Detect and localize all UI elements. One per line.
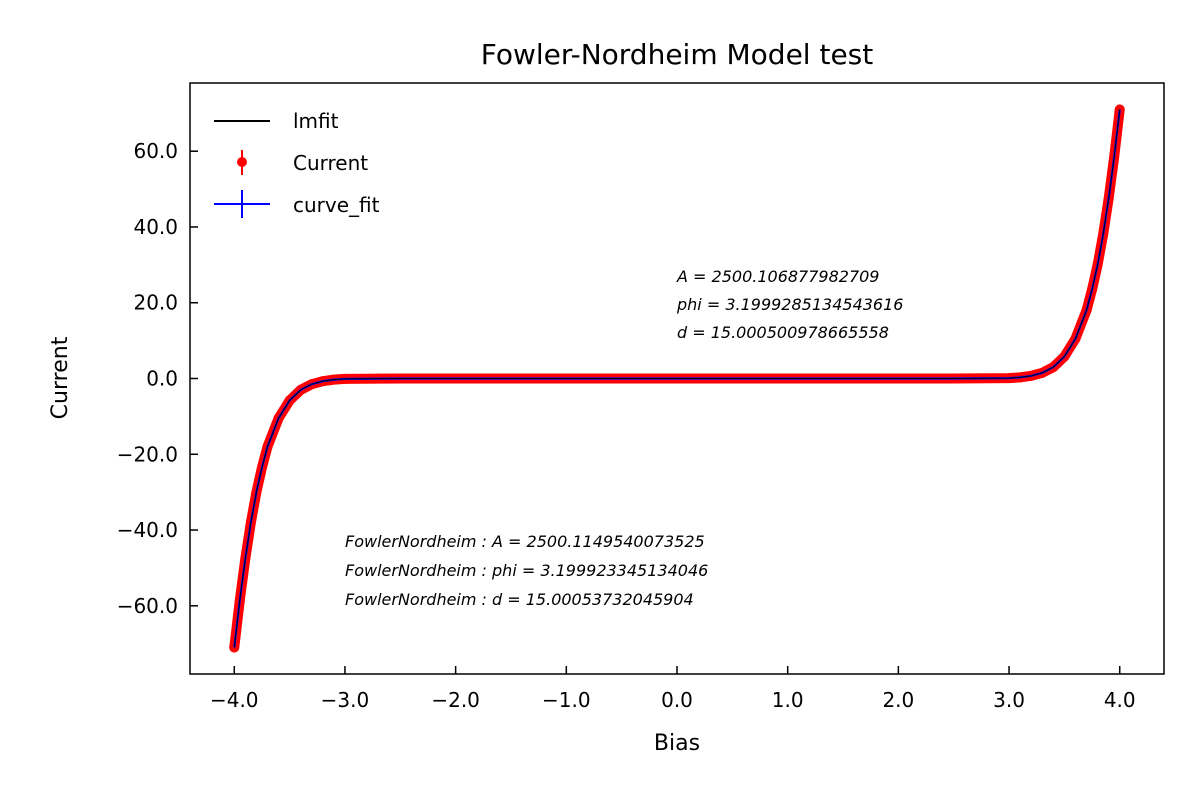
legend-current-marker (237, 157, 247, 167)
legend-current-label: Current (293, 151, 368, 175)
annotation-lmfit-d: d = 15.000500978665558 (677, 323, 889, 342)
y-tick-label: 20.0 (133, 291, 178, 315)
legend: lmfit Current curve_fit (214, 109, 380, 218)
x-tick-label: −3.0 (321, 688, 370, 712)
x-tick-label: −2.0 (431, 688, 480, 712)
series-lmfit-line (233, 109, 1121, 648)
x-tick-label: 4.0 (1104, 688, 1136, 712)
ticks-group: −4.0 −3.0 −2.0 −1.0 0.0 1.0 2.0 3.0 4.0 −60.0 −40.… (117, 139, 1136, 712)
annotation-curve-fit-d: FowlerNordheim : d = 15.00053732045904 (345, 590, 694, 609)
annotation-curve-fit-a: FowlerNordheim : A = 2500.1149540073525 (345, 532, 705, 551)
annotation-curve-fit-phi: FowlerNordheim : phi = 3.199923345134046 (345, 561, 708, 580)
y-tick-label: −20.0 (117, 442, 178, 466)
annotation-curve-fit: FowlerNordheim : A = 2500.1149540073525 … (345, 532, 708, 609)
y-tick-label: −40.0 (117, 518, 178, 542)
x-axis-label: Bias (654, 731, 700, 756)
x-tick-label: 1.0 (772, 688, 804, 712)
x-tick-label: 3.0 (993, 688, 1025, 712)
y-tick-label: −60.0 (117, 594, 178, 618)
annotation-lmfit-a: A = 2500.106877982709 (676, 267, 879, 286)
legend-lmfit-label: lmfit (293, 109, 339, 133)
annotation-lmfit-phi: phi = 3.1999285134543616 (676, 295, 903, 314)
y-tick-label: 40.0 (133, 215, 178, 239)
x-tick-label: −1.0 (542, 688, 591, 712)
chart-title: Fowler-Nordheim Model test (481, 38, 874, 71)
plot-area: −4.0 −3.0 −2.0 −1.0 0.0 1.0 2.0 3.0 4.0 −60.0 −40.… (117, 82, 1165, 712)
x-tick-label: 2.0 (882, 688, 914, 712)
y-tick-label: 0.0 (146, 367, 178, 391)
legend-curve-fit-label: curve_fit (293, 193, 380, 217)
x-tick-label: 0.0 (661, 688, 693, 712)
y-tick-label: 60.0 (133, 139, 178, 163)
y-axis-label: Current (48, 336, 73, 419)
x-tick-label: −4.0 (210, 688, 259, 712)
series-group (229, 104, 1125, 653)
annotation-lmfit: A = 2500.106877982709 phi = 3.1999285134… (676, 267, 903, 342)
